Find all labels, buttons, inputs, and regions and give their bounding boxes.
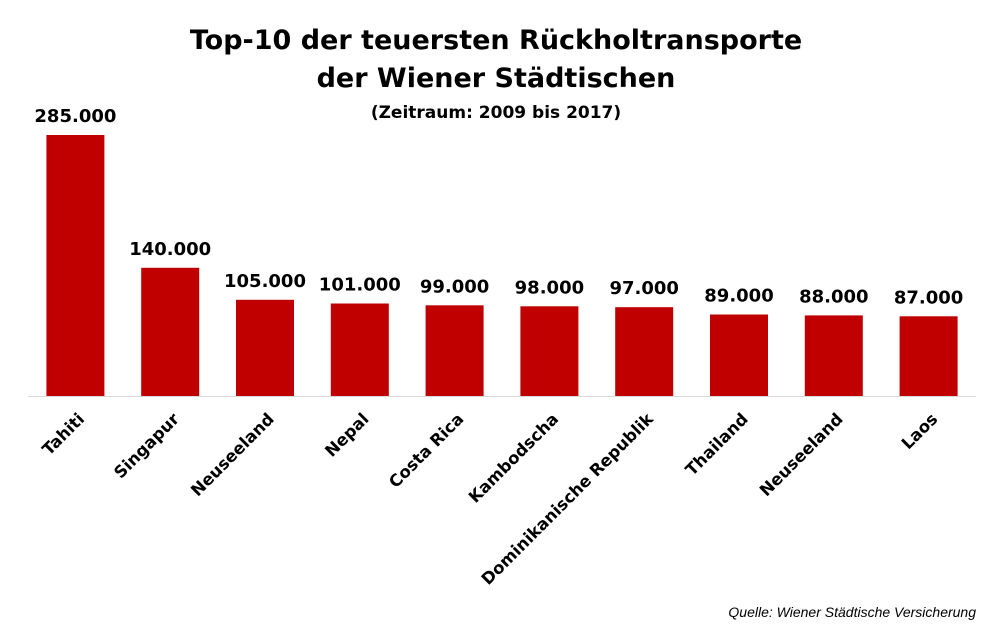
value-label-1: 285.000: [34, 106, 116, 127]
value-label-9: 88.000: [799, 286, 868, 307]
category-label-9: Neuseeland: [756, 409, 847, 500]
category-label-7: Dominikanische Republik: [478, 409, 658, 589]
value-label-10: 87.000: [894, 287, 963, 308]
category-label-10: Laos: [898, 409, 942, 453]
chart-subtitle: (Zeitraum: 2009 bis 2017): [370, 103, 622, 123]
category-label-8: Thailand: [682, 409, 752, 479]
value-label-5: 99.000: [420, 276, 489, 297]
category-label-5: Costa Rica: [385, 409, 467, 491]
value-label-3: 105.000: [224, 271, 306, 292]
value-label-7: 97.000: [609, 278, 678, 299]
value-label-4: 101.000: [319, 275, 401, 296]
bar-3: [236, 299, 294, 396]
value-label-2: 140.000: [129, 239, 211, 260]
bar-5: [425, 305, 484, 396]
bar-4: [330, 303, 389, 396]
category-label-1: Tahiti: [39, 409, 89, 459]
bar-10: [899, 316, 958, 396]
chart-title-line-2: der Wiener Städtischen: [316, 63, 676, 94]
bar-7: [615, 307, 674, 396]
category-label-6: Kambodscha: [465, 409, 562, 506]
value-label-6: 98.000: [515, 277, 584, 298]
value-label-8: 89.000: [704, 286, 773, 307]
category-label-2: Singapur: [110, 409, 183, 482]
chart-title-block: Top-10 der teuersten Rückholtransporte d…: [0, 22, 992, 126]
bar-1: [46, 135, 105, 396]
chart-title-line-1: Top-10 der teuersten Rückholtransporte: [189, 25, 803, 56]
category-label-3: Neuseeland: [187, 409, 278, 500]
bar-9: [804, 315, 863, 396]
bar-8: [710, 314, 768, 396]
bar-2: [141, 267, 200, 396]
source-note: Quelle: Wiener Städtische Versicherung: [728, 604, 976, 620]
category-label-4: Nepal: [321, 409, 372, 460]
bar-6: [520, 306, 579, 396]
